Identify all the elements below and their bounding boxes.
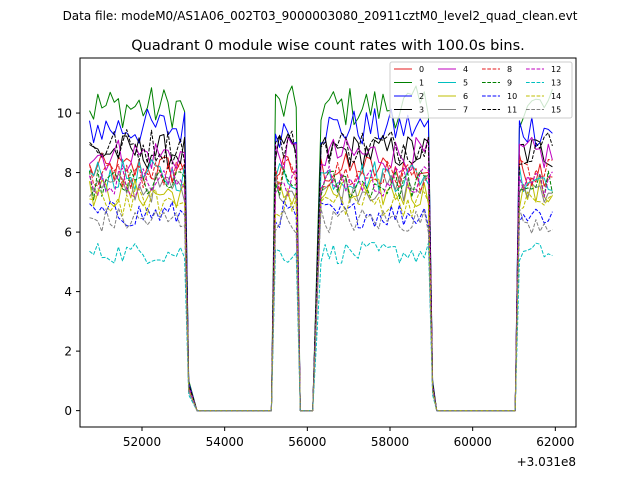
y-tick-label: 4	[64, 285, 72, 299]
series-line-12	[89, 165, 553, 412]
x-tick-label: 54000	[206, 435, 244, 449]
series-line-13	[89, 241, 553, 412]
legend-label: 1	[419, 79, 424, 88]
legend-label: 13	[551, 79, 561, 88]
y-tick-label: 2	[64, 345, 72, 359]
legend-label: 15	[551, 106, 561, 115]
legend-label: 2	[419, 92, 424, 101]
legend-label: 3	[419, 106, 424, 115]
legend-label: 11	[507, 106, 517, 115]
legend-label: 8	[507, 65, 512, 74]
series-line-10	[89, 200, 553, 412]
y-tick-label: 0	[64, 404, 72, 418]
x-tick-label: 62000	[536, 435, 574, 449]
series-line-8	[89, 158, 553, 412]
y-tick-label: 6	[64, 226, 72, 240]
series-line-15	[89, 207, 553, 412]
plot-frame	[79, 57, 577, 428]
legend-label: 7	[463, 106, 468, 115]
x-tick-label: 60000	[454, 435, 492, 449]
series-line-11	[89, 129, 553, 412]
series-line-9	[89, 168, 553, 412]
y-tick-label: 10	[57, 107, 72, 121]
legend-label: 12	[551, 65, 561, 74]
legend-label: 9	[507, 79, 512, 88]
legend-label: 4	[463, 65, 468, 74]
legend-label: 0	[419, 65, 424, 74]
x-tick-label: 52000	[123, 435, 161, 449]
legend-label: 14	[551, 92, 561, 101]
y-tick-label: 8	[64, 166, 72, 180]
legend-label: 5	[463, 79, 468, 88]
x-offset-label: +3.031e8	[517, 455, 576, 469]
series-line-14	[89, 188, 553, 412]
legend	[389, 61, 573, 119]
legend-label: 10	[507, 92, 517, 101]
chart-suptitle: Data file: modeM0/AS1A06_002T03_90000030…	[63, 9, 578, 23]
legend-label: 6	[463, 92, 468, 101]
x-tick-label: 56000	[288, 435, 326, 449]
x-tick-label: 58000	[371, 435, 409, 449]
chart-title: Quadrant 0 module wise count rates with …	[131, 38, 525, 54]
series-line-7	[89, 172, 553, 412]
